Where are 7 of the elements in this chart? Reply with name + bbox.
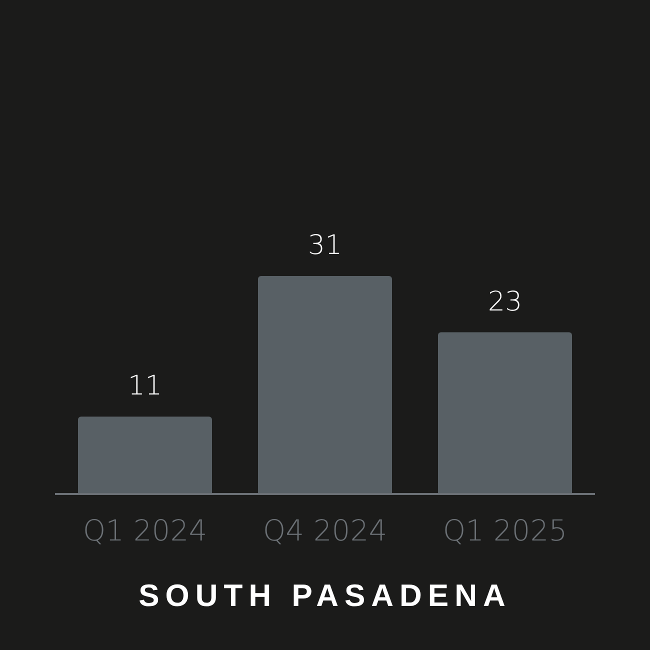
data-label: 11 [128, 370, 162, 402]
x-tick-label: Q1 2024 [82, 514, 208, 548]
data-label: 23 [488, 286, 522, 318]
data-label: 31 [308, 230, 342, 261]
x-tick-label: Q1 2025 [442, 514, 568, 548]
text: SOUTH PASADENA [138, 578, 512, 614]
x-tick-label: Q4 2024 [262, 514, 388, 548]
